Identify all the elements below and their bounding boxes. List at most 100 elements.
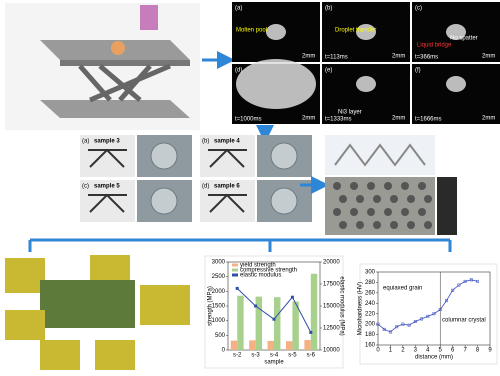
sample-name: sample 6 xyxy=(214,184,240,190)
hardness-point xyxy=(401,322,405,326)
legend-label: compressive strength xyxy=(240,268,297,274)
sample-photo xyxy=(80,135,135,177)
hardness-point xyxy=(413,320,417,323)
x-tick-label: s-4 xyxy=(270,353,279,359)
lattice xyxy=(88,193,127,213)
panel-tag: (a) xyxy=(235,6,242,12)
specimen xyxy=(350,208,358,216)
lattice xyxy=(88,148,127,168)
x-tick-label: s-6 xyxy=(307,353,316,359)
printer-illustration xyxy=(5,3,200,130)
specimen xyxy=(401,208,409,216)
y-tick-label: 2000 xyxy=(212,289,226,295)
hardness-point xyxy=(438,308,442,311)
specimen xyxy=(407,221,415,229)
hardness-point xyxy=(395,325,399,329)
specimen xyxy=(367,208,375,216)
specimen xyxy=(339,221,347,229)
x-tick-label: s-3 xyxy=(251,353,260,359)
bar xyxy=(255,296,263,350)
specimen xyxy=(384,182,392,190)
x-axis-label: sample xyxy=(264,360,284,366)
sample-name: sample 5 xyxy=(94,184,120,190)
specimen xyxy=(384,208,392,216)
scale-label: 2mm xyxy=(392,116,405,122)
plot-area xyxy=(377,271,491,346)
specimen xyxy=(373,221,381,229)
hardness-line xyxy=(377,279,478,333)
y2-tick-label: 20000 xyxy=(323,260,340,266)
x-tick-label: 9 xyxy=(488,348,492,354)
specimen xyxy=(424,195,432,203)
x-tick-label: 3 xyxy=(414,348,418,354)
scale-label: 2mm xyxy=(302,116,315,122)
glow xyxy=(266,24,286,40)
annotation: Droplet transfer xyxy=(335,28,376,34)
specimen xyxy=(367,182,375,190)
specimen xyxy=(418,208,426,216)
specimen xyxy=(390,221,398,229)
y-tick-label: 500 xyxy=(215,333,226,339)
sample-tag: (c) xyxy=(82,184,89,190)
time-label: t=1333ms xyxy=(325,117,352,123)
glow xyxy=(446,76,466,92)
video-frame xyxy=(322,64,410,124)
y-tick-label: 300 xyxy=(365,270,376,276)
y-axis-label: strength (MPa) xyxy=(208,286,214,326)
x-tick-label: 4 xyxy=(426,348,430,354)
x-tick-label: s-2 xyxy=(233,353,242,359)
x-tick-label: 0 xyxy=(376,348,380,354)
y2-tick-label: 12500 xyxy=(323,326,340,332)
hardness-point xyxy=(451,288,455,292)
y-tick-label: 180 xyxy=(365,332,376,338)
y-tick-label: 160 xyxy=(365,343,376,349)
y-tick-label: 220 xyxy=(365,311,376,317)
modulus-point xyxy=(309,330,313,334)
panel-tag: (b) xyxy=(325,6,332,12)
modulus-point xyxy=(235,286,239,290)
bar xyxy=(274,297,281,350)
annotation: columnar crystal xyxy=(442,318,486,324)
hardness-point xyxy=(426,314,430,318)
panel-tag: (d) xyxy=(235,68,242,74)
hardness-point xyxy=(407,323,411,327)
bar xyxy=(285,341,293,350)
specimen xyxy=(390,195,398,203)
hardness-point xyxy=(457,283,461,287)
scale-label: 2mm xyxy=(482,116,495,122)
sample-tag: (b) xyxy=(202,139,209,145)
x-tick-label: 2 xyxy=(401,348,405,354)
glow xyxy=(356,76,376,92)
annotation: Ni3 layer xyxy=(338,110,362,116)
lattice xyxy=(208,193,247,213)
specimen xyxy=(350,182,358,190)
bar xyxy=(292,301,299,350)
x-tick-label: 8 xyxy=(476,348,480,354)
legend-swatch xyxy=(232,263,238,267)
time-label: t=366ms xyxy=(415,55,438,61)
connector xyxy=(28,238,452,252)
modulus-point xyxy=(254,304,258,308)
sample-photo xyxy=(80,180,135,222)
scale-label: 2mm xyxy=(392,54,405,60)
legend-label: elastic modulus xyxy=(240,273,281,279)
time-label: t=1000ms xyxy=(235,117,262,123)
hardness-point xyxy=(388,330,392,334)
hardness-point xyxy=(376,322,380,326)
ring xyxy=(150,142,178,170)
hardness-point xyxy=(476,279,480,283)
legend-label: yield strength xyxy=(240,263,276,269)
specimen xyxy=(333,208,341,216)
modulus-point xyxy=(272,317,276,321)
annotation: equiaxed grain xyxy=(383,286,422,292)
video-frame xyxy=(412,64,500,124)
glow xyxy=(356,24,376,40)
sample-tag: (d) xyxy=(202,184,209,190)
y-tick-label: 240 xyxy=(365,301,376,307)
y-tick-label: 260 xyxy=(365,290,376,296)
sample-tag: (a) xyxy=(82,139,89,145)
annotation: Molten pool xyxy=(236,28,267,34)
glow xyxy=(446,24,466,40)
specimen xyxy=(407,195,415,203)
